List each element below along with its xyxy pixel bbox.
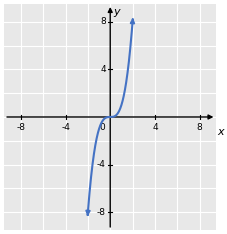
Text: y: y	[113, 7, 120, 17]
Text: 4: 4	[151, 123, 157, 132]
Text: -8: -8	[16, 123, 25, 132]
Text: 8: 8	[100, 18, 105, 26]
Text: 4: 4	[100, 65, 105, 74]
Text: 0: 0	[99, 123, 104, 132]
Text: -4: -4	[96, 160, 105, 169]
Text: -4: -4	[61, 123, 70, 132]
Text: 8: 8	[196, 123, 202, 132]
Text: x: x	[216, 127, 223, 136]
Text: -8: -8	[96, 208, 105, 216]
